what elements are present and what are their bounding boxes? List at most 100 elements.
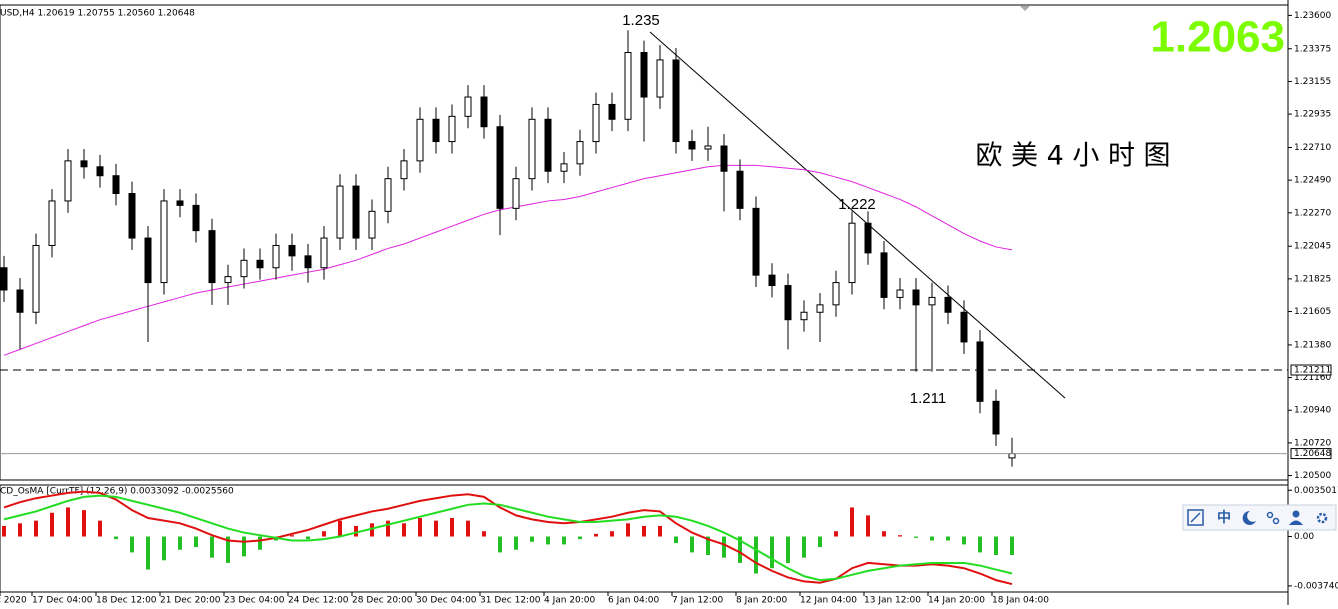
histogram-bar xyxy=(2,525,6,537)
x-tick-label: 24 Dec 12:00 xyxy=(288,596,349,606)
histogram-bar xyxy=(594,533,598,537)
toolbar-icon[interactable] xyxy=(1187,509,1204,526)
y-tick-label: 1.23155 xyxy=(1294,77,1331,87)
histogram-bar xyxy=(578,536,582,540)
y-tick-label: 1.20500 xyxy=(1294,471,1331,481)
candle-body xyxy=(848,222,856,284)
histogram-bar xyxy=(706,536,710,556)
y-tick-label: 1.23600 xyxy=(1294,11,1331,21)
candle-body xyxy=(96,166,104,177)
toolbar-frame xyxy=(1182,504,1337,531)
histogram-bar xyxy=(386,520,390,537)
toolbar-icon[interactable] xyxy=(1266,511,1274,519)
histogram-bar xyxy=(34,520,38,537)
candle-body xyxy=(320,237,328,269)
histogram-bar xyxy=(994,536,998,556)
x-tick-label: 30 Dec 04:00 xyxy=(416,596,477,606)
toolbar-icon[interactable] xyxy=(1242,510,1256,525)
level-label-box xyxy=(1290,364,1332,376)
candle-body xyxy=(272,244,280,269)
histogram-bar xyxy=(626,523,630,537)
macd-line xyxy=(3,490,1013,586)
histogram-bar xyxy=(258,536,262,550)
histogram-bar xyxy=(50,512,54,537)
y2-tick-label: 0.00 xyxy=(1294,532,1314,542)
y-tick-label: 1.22045 xyxy=(1294,242,1331,252)
candle-body xyxy=(880,252,888,298)
histogram-bar xyxy=(370,523,374,537)
histogram-bar xyxy=(738,536,742,563)
candle-body xyxy=(704,145,712,150)
candle-body xyxy=(640,52,648,98)
candle-body xyxy=(416,118,424,162)
header-info: USD,H4 1.20619 1.20755 1.20560 1.20648 xyxy=(0,9,195,19)
candle-body xyxy=(48,200,56,246)
y-tick-label: 1.22710 xyxy=(1294,143,1331,153)
y-tick-label: 1.21605 xyxy=(1294,307,1331,317)
histogram-bar xyxy=(1010,536,1014,556)
candle-body xyxy=(80,160,88,168)
histogram-bar xyxy=(610,531,614,537)
candle-body xyxy=(512,178,520,209)
histogram-bar xyxy=(690,536,694,553)
histogram-bar xyxy=(290,535,294,537)
candle-body xyxy=(208,230,216,284)
candle-body xyxy=(336,185,344,239)
histogram-bar xyxy=(866,515,870,537)
histogram-bar xyxy=(754,536,758,574)
histogram-bar xyxy=(642,525,646,537)
histogram-bar xyxy=(978,536,982,553)
toolbar-icon-stroke xyxy=(1190,512,1201,523)
histogram-bar xyxy=(162,536,166,561)
oscillator-panel-frame xyxy=(0,484,1289,593)
chart-caption: 欧 美 4 小 时 图 xyxy=(975,141,1170,172)
toolbar-icon[interactable] xyxy=(1292,510,1300,518)
histogram-bar xyxy=(194,536,198,548)
histogram-bar xyxy=(658,525,662,537)
histogram-bar xyxy=(306,536,310,540)
candle-body xyxy=(160,200,168,284)
candle-body xyxy=(224,276,232,284)
candle-body xyxy=(592,103,600,143)
last-price-label: 1.20648 xyxy=(1294,449,1331,459)
histogram-bar xyxy=(834,531,838,537)
histogram-bar xyxy=(930,536,934,541)
candle-body xyxy=(304,255,312,269)
toolbar-icon[interactable] xyxy=(1316,512,1328,524)
candle-body xyxy=(864,222,872,254)
histogram-bar xyxy=(818,536,822,548)
toolbar-language[interactable]: 中 xyxy=(1217,509,1231,526)
histogram-bar xyxy=(98,520,102,537)
candle-body xyxy=(0,267,8,291)
x-tick-label: 18 Jan 04:00 xyxy=(992,596,1049,606)
price-annotation: 1.211 xyxy=(910,390,946,407)
toolbar: 中 xyxy=(1182,504,1337,531)
y-tick-label: 1.20720 xyxy=(1294,438,1331,448)
candle-body xyxy=(688,141,696,150)
x-tick-label: 13 Jan 12:00 xyxy=(864,596,921,606)
candle-body xyxy=(960,311,968,343)
candle-body xyxy=(432,118,440,143)
histogram-bar xyxy=(674,536,678,544)
candle-body xyxy=(656,59,664,98)
x-tick-label: 18 Dec 12:00 xyxy=(96,596,157,606)
candle-body xyxy=(32,244,40,313)
histogram-bar xyxy=(146,536,150,570)
histogram-bar xyxy=(354,525,358,537)
candle-body xyxy=(576,141,584,165)
x-tick-label: 8 Jan 20:00 xyxy=(736,596,788,606)
price-annotation: 1.222 xyxy=(838,196,876,213)
candle-body xyxy=(800,311,808,321)
histogram-bar xyxy=(498,536,502,553)
candle-body xyxy=(608,103,616,120)
histogram-bar xyxy=(114,536,118,540)
y-tick-label: 1.23375 xyxy=(1294,44,1331,54)
candle-body xyxy=(720,145,728,172)
histogram-bar xyxy=(66,507,70,537)
histogram-bar xyxy=(546,536,550,545)
x-tick-label: 6 Jan 04:00 xyxy=(608,596,660,606)
candle-body xyxy=(528,118,536,180)
y2-tick-label: -0.003740 xyxy=(1294,581,1338,591)
candle-body xyxy=(288,244,296,257)
histogram-bar xyxy=(850,507,854,537)
